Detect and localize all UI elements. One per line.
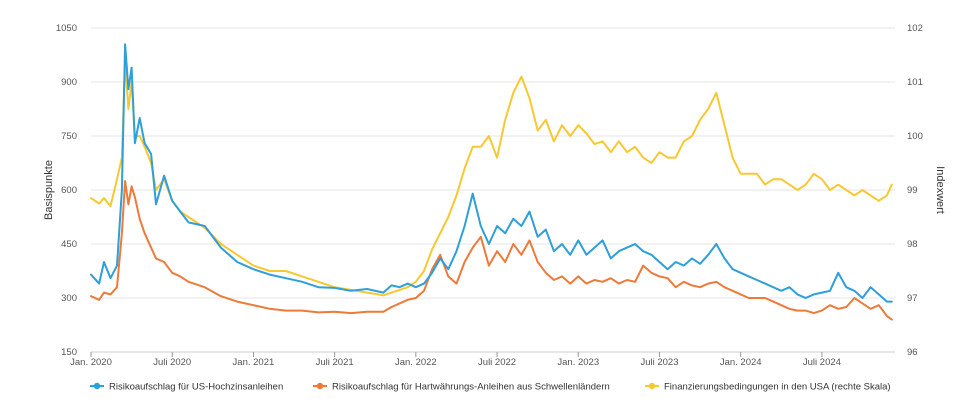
y-right-tick-label: 96 <box>907 347 918 358</box>
y-right-tick-label: 99 <box>907 185 918 196</box>
axes: 1050 102 900 101 750 100 600 99 450 98 300 97 150 96 J… <box>43 23 946 368</box>
series-line-2 <box>90 180 893 321</box>
x-tick-label: Juli 2023 <box>640 357 678 368</box>
legend-marker <box>648 382 656 390</box>
y-left-axis-title: Basispunkte <box>43 160 55 220</box>
x-tick-label: Jan. 2024 <box>720 357 762 368</box>
y-right-tick-label: 97 <box>907 293 918 304</box>
y-right-tick-label: 100 <box>907 131 923 142</box>
legend-marker <box>316 382 324 390</box>
y-right-tick-label: 101 <box>907 77 923 88</box>
y-right-tick-label: 102 <box>907 23 923 34</box>
y-right-axis-title: Indexwert <box>934 166 946 214</box>
y-left-tick-label: 750 <box>61 131 77 142</box>
legend-entry-3: Finanzierungsbedingungen in den USA (rec… <box>664 382 891 393</box>
y-left-tick-label: 150 <box>61 347 77 358</box>
y-left-tick-label: 900 <box>61 77 77 88</box>
legend-entry-1: Risikoaufschlag für US-Hochzinsanleihen <box>109 382 283 393</box>
legend-entry-2: Risikoaufschlag für Hartwährungs-Anleihe… <box>332 382 610 393</box>
legend-marker <box>93 382 101 390</box>
y-left-tick-label: 600 <box>61 185 77 196</box>
y-left-tick-label: 300 <box>61 293 77 304</box>
x-tick-label: Juli 2020 <box>153 357 191 368</box>
x-tick-label: Juli 2022 <box>478 357 516 368</box>
y-left-tick-label: 450 <box>61 239 77 250</box>
legend: Risikoaufschlag für US-Hochzinsanleihen R… <box>90 382 891 393</box>
series-line-1 <box>90 43 893 303</box>
x-tick-label: Juli 2024 <box>803 357 841 368</box>
x-tick-label: Jan. 2023 <box>557 357 599 368</box>
y-left-tick-label: 1050 <box>56 23 77 34</box>
x-tick-label: Jan. 2022 <box>395 357 437 368</box>
x-tick-label: Jan. 2020 <box>70 357 112 368</box>
series-lines <box>90 43 893 321</box>
x-tick-label: Juli 2021 <box>316 357 354 368</box>
x-tick-label: Jan. 2021 <box>233 357 275 368</box>
y-right-tick-label: 98 <box>907 239 918 250</box>
